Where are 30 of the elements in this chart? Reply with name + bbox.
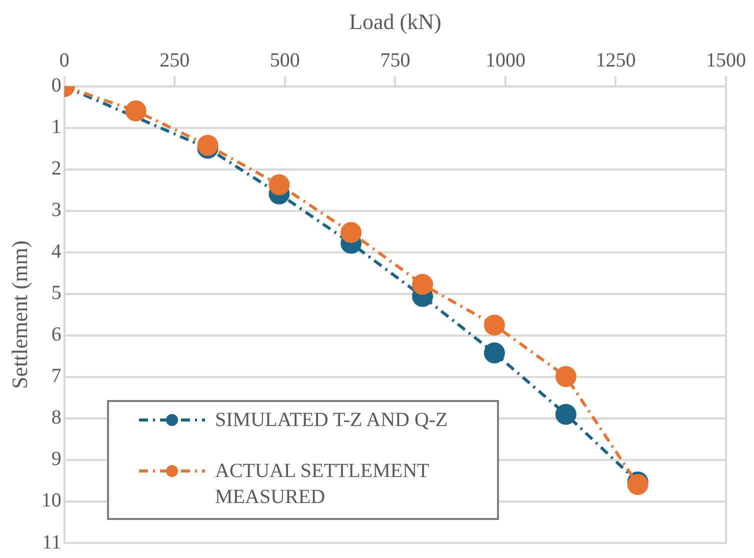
x-tick-label: 500 bbox=[270, 50, 300, 72]
y-tick-label: 7 bbox=[51, 365, 62, 388]
y-tick-label: 9 bbox=[51, 448, 62, 470]
y-tick-label: 8 bbox=[51, 406, 62, 429]
point bbox=[484, 342, 505, 364]
y-tick-label: 1 bbox=[51, 116, 62, 138]
x-tick-label: 1000 bbox=[485, 50, 526, 72]
y-tick-label: 0 bbox=[51, 74, 62, 97]
x-tick-label: 1250 bbox=[596, 50, 636, 72]
x-axis-title: Load (kN) bbox=[349, 8, 442, 34]
x-tick-label: 750 bbox=[380, 50, 410, 72]
y-tick-label: 2 bbox=[51, 158, 62, 180]
point bbox=[125, 100, 146, 122]
y-tick-label: 4 bbox=[51, 240, 62, 263]
y-axis-title: Settlement (mm) bbox=[6, 240, 32, 389]
point bbox=[340, 222, 362, 244]
y-tick-label: 10 bbox=[41, 490, 62, 512]
y-tick-label: 6 bbox=[51, 324, 62, 346]
y-tick-label: 5 bbox=[51, 282, 62, 304]
point bbox=[484, 314, 505, 336]
x-tick-label: 1500 bbox=[706, 50, 746, 72]
x-tick-label: 250 bbox=[160, 50, 190, 72]
y-tick-label: 11 bbox=[42, 531, 62, 554]
point bbox=[555, 404, 576, 425]
point bbox=[412, 274, 434, 295]
y-tick-label: 3 bbox=[51, 199, 62, 222]
legend-label: ACTUAL SETTLEMENT MEASURED bbox=[215, 459, 430, 510]
legend-label: SIMULATED T-Z AND Q-Z bbox=[215, 408, 448, 433]
point bbox=[555, 366, 576, 388]
point bbox=[268, 174, 290, 196]
